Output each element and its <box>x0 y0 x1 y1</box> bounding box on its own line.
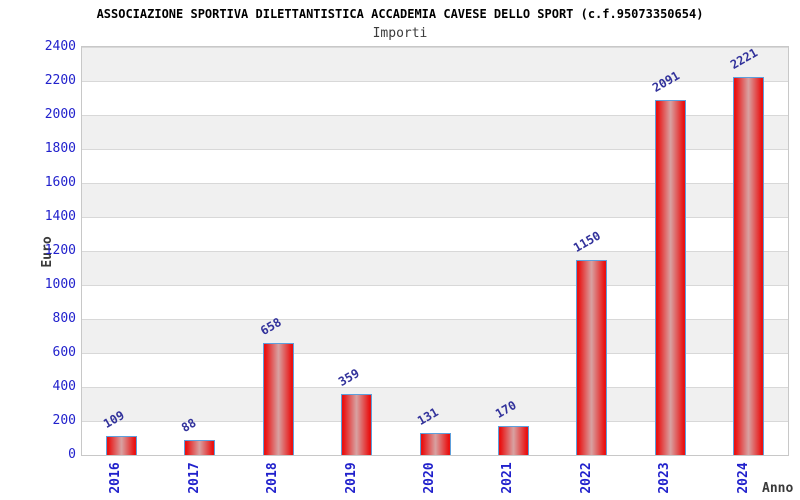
x-tick-label-2024: 2024 <box>735 462 751 494</box>
bar-value-label: 2221 <box>728 45 761 73</box>
y-tick-label: 1800 <box>44 141 76 156</box>
bar-value-label: 131 <box>414 404 441 428</box>
y-tick-label: 2000 <box>44 107 76 122</box>
y-tick-label: 800 <box>52 311 76 326</box>
x-tick-label-2021: 2021 <box>500 462 516 494</box>
y-tick-label: 1200 <box>44 243 76 258</box>
y-tick-label: 2200 <box>44 73 76 88</box>
x-tick-label-2022: 2022 <box>578 462 594 494</box>
bar-value-label: 170 <box>492 398 519 422</box>
x-axis-label: Anno <box>762 481 794 496</box>
bar-2021 <box>497 426 529 455</box>
bar-2019 <box>341 393 373 455</box>
x-tick-label-2018: 2018 <box>265 462 281 494</box>
x-tick-label-2017: 2017 <box>186 462 202 494</box>
chart-title: ASSOCIAZIONE SPORTIVA DILETTANTISTICA AC… <box>96 7 704 21</box>
plot-area: 109 88 658 359 131 170 1150 2091 2221 <box>81 46 789 456</box>
bar-2023 <box>654 99 686 455</box>
y-tick-label: 1000 <box>44 277 76 292</box>
bar-value-label: 88 <box>179 415 199 436</box>
y-tick-label: 600 <box>52 345 76 360</box>
bar-value-label: 1150 <box>571 227 604 255</box>
bar-2020 <box>419 432 451 455</box>
x-tick-label-2023: 2023 <box>657 462 673 494</box>
y-tick-label: 400 <box>52 379 76 394</box>
x-tick-label-2016: 2016 <box>108 462 124 494</box>
bar-value-label: 658 <box>257 315 284 339</box>
x-tick-label-2020: 2020 <box>422 462 437 494</box>
bar-2024 <box>733 77 765 455</box>
y-tick-label: 0 <box>68 447 76 462</box>
bar-value-label: 2091 <box>649 67 682 95</box>
x-tick-label-2019: 2019 <box>343 462 359 494</box>
bar-2022 <box>576 259 608 455</box>
chart-subtitle: Importi <box>372 26 428 41</box>
y-tick-label: 2400 <box>44 39 76 54</box>
bar-2018 <box>262 343 294 455</box>
bar-2017 <box>184 440 216 455</box>
bar-2016 <box>105 436 137 455</box>
y-tick-label: 1400 <box>44 209 76 224</box>
y-tick-label: 200 <box>52 413 76 428</box>
bar-value-label: 359 <box>336 366 362 389</box>
y-tick-label: 1600 <box>44 175 76 190</box>
bar-value-label: 109 <box>100 408 127 432</box>
